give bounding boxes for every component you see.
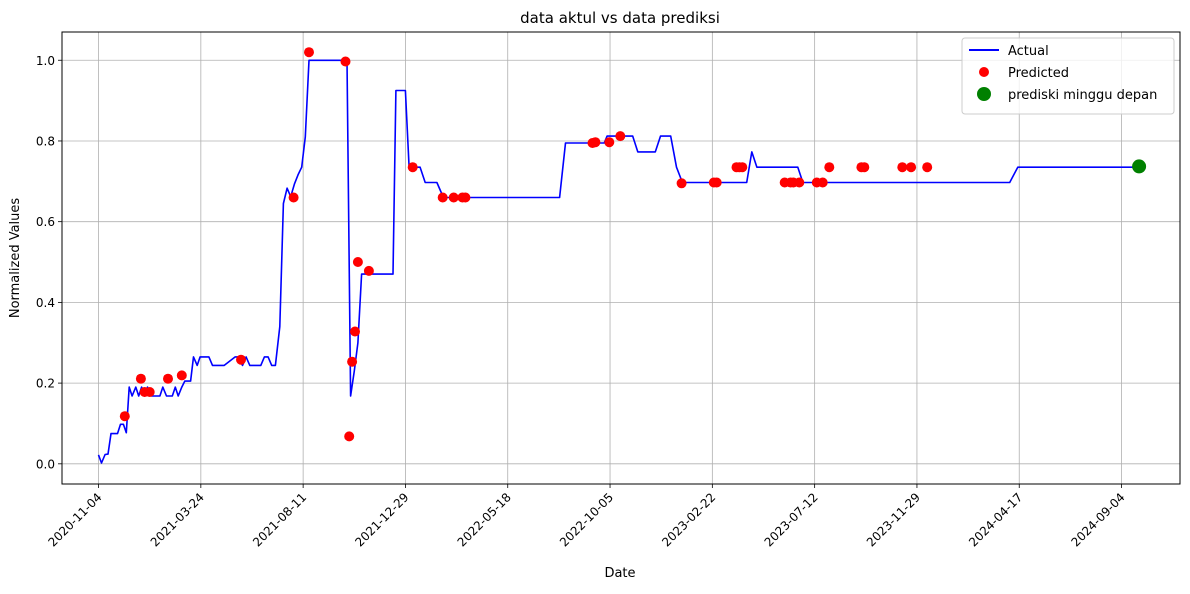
data-point-predicted bbox=[676, 178, 687, 189]
series-layer bbox=[97, 47, 1147, 464]
plot-frame bbox=[61, 31, 1181, 485]
data-point-predicted bbox=[448, 192, 459, 203]
data-point-predicted bbox=[711, 177, 722, 188]
data-point-predicted bbox=[437, 192, 448, 203]
data-point-predicted bbox=[906, 162, 917, 173]
data-point-predicted bbox=[590, 137, 601, 148]
y-tick-label: 0.6 bbox=[36, 215, 55, 229]
x-axis-label: Date bbox=[604, 566, 635, 581]
data-point-predicted bbox=[859, 162, 870, 173]
legend-predicted-label: Predicted bbox=[1008, 66, 1069, 81]
series-line-actual bbox=[97, 59, 1141, 464]
data-point-predicted bbox=[615, 131, 626, 142]
data-point-predicted bbox=[347, 356, 358, 367]
data-point-predicted bbox=[460, 192, 471, 203]
data-point-predicted bbox=[817, 177, 828, 188]
data-point-predicted bbox=[363, 265, 374, 276]
y-tick-label: 1.0 bbox=[36, 54, 55, 68]
data-point-predicted bbox=[176, 370, 187, 381]
data-point-predicted bbox=[407, 162, 418, 173]
data-point-predicted bbox=[340, 56, 351, 67]
data-point-predicted bbox=[604, 137, 615, 148]
legend-actual-label: Actual bbox=[1008, 44, 1049, 59]
data-point-predicted bbox=[352, 257, 363, 267]
data-point-predicted bbox=[922, 162, 933, 173]
data-point-predicted bbox=[897, 162, 908, 173]
y-axis-label: Normalized Values bbox=[8, 198, 23, 319]
legend-next-week-swatch bbox=[977, 87, 991, 101]
chart-title: data aktul vs data prediksi bbox=[520, 9, 720, 27]
data-point-predicted bbox=[350, 326, 360, 337]
data-point-predicted bbox=[135, 373, 146, 384]
data-point-predicted bbox=[236, 354, 246, 365]
data-point-predicted bbox=[344, 431, 355, 442]
data-point-predicted bbox=[144, 387, 155, 397]
data-point-predicted bbox=[304, 47, 314, 58]
data-point-predicted bbox=[824, 162, 835, 173]
data-point-predicted bbox=[163, 373, 173, 384]
y-axis: 0.0 0.2 0.4 0.6 0.8 1.0 bbox=[36, 54, 62, 471]
data-point-predicted bbox=[737, 162, 748, 173]
data-point-predicted bbox=[119, 411, 130, 422]
data-point-prediski-minggu-depan bbox=[1132, 159, 1147, 174]
legend: Actual Predicted prediski minggu depan bbox=[961, 37, 1175, 115]
y-tick-label: 0.0 bbox=[36, 457, 55, 471]
y-tick-label: 0.4 bbox=[36, 296, 55, 310]
y-tick-label: 0.8 bbox=[36, 134, 55, 148]
y-tick-label: 0.2 bbox=[36, 377, 55, 391]
data-point-predicted bbox=[288, 192, 299, 203]
legend-predicted-swatch bbox=[979, 67, 989, 77]
legend-box bbox=[961, 37, 1175, 115]
data-point-predicted bbox=[794, 177, 805, 188]
legend-next-week-label: prediski minggu depan bbox=[1008, 88, 1157, 103]
